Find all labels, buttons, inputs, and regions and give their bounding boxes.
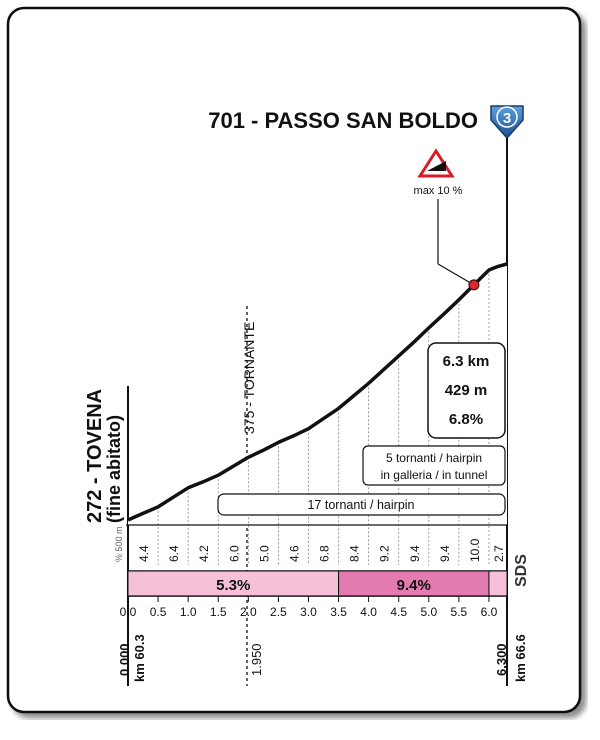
svg-text:5.0: 5.0 xyxy=(257,545,271,562)
badge-shape xyxy=(490,105,524,140)
stat-average: 6.8% xyxy=(449,411,483,428)
svg-text:9.4: 9.4 xyxy=(408,545,422,562)
tornante-km-label: 1.950 xyxy=(249,643,264,676)
svg-text:10.0: 10.0 xyxy=(468,538,482,562)
stat-gain: 429 m xyxy=(445,382,488,399)
average-band-label: 9.4% xyxy=(397,577,431,594)
start-name: 272 - TOVENA xyxy=(84,389,106,523)
average-band xyxy=(488,570,508,597)
svg-text:4.4: 4.4 xyxy=(137,545,151,562)
sds-label: SDS xyxy=(513,554,530,587)
segment-gradient-labels: 4.4 6.4 4.2 6.0 5.0 4.6 6.8 8.4 9.2 9.4 9.4 10.0 2.7 xyxy=(137,538,506,562)
x-tick-label: 4.5 xyxy=(390,605,407,619)
svg-text:9.4: 9.4 xyxy=(438,545,452,562)
average-band-label: 5.3% xyxy=(216,577,250,594)
segment-gradient-label: 9.2 xyxy=(378,545,392,562)
svg-text:2.7: 2.7 xyxy=(492,545,506,562)
x-tick-label: 5.0 xyxy=(420,605,437,619)
svg-text:6.4: 6.4 xyxy=(167,545,181,562)
start-km-label: 0.000 xyxy=(117,643,132,676)
segment-gradient-label: 4.2 xyxy=(197,545,211,562)
svg-text:9.2: 9.2 xyxy=(378,545,392,562)
x-tick-label: 5.5 xyxy=(451,605,468,619)
average-band xyxy=(338,570,490,597)
segment-gradient-label: 9.4 xyxy=(438,545,452,562)
x-tick-label: 3.5 xyxy=(330,605,347,619)
max-gradient-leader-end xyxy=(437,263,475,286)
x-tick-label: 6.0 xyxy=(481,605,498,619)
tornante-label: 375 - TORNANTE xyxy=(241,322,257,434)
segment-gradient-label: 4.4 xyxy=(137,545,151,562)
svg-text:1.950: 1.950 xyxy=(249,643,264,676)
card-frame xyxy=(6,6,582,714)
segment-gradient-label: 5.0 xyxy=(257,545,271,562)
badge-number: 3 xyxy=(503,110,511,127)
end-km-label: 6.300 xyxy=(494,643,509,676)
tunnel-note: 5 tornanti / hairpin in galleria / in tu… xyxy=(362,445,506,486)
start-km-race-label: km 60.3 xyxy=(132,634,147,682)
steep-gradient-warning-icon xyxy=(417,148,455,178)
summit-title: 701 - PASSO SAN BOLDO xyxy=(208,108,478,133)
x-tick-label: 1.0 xyxy=(180,605,197,619)
svg-text:0.000: 0.000 xyxy=(117,643,132,676)
scale-note: % 500 m xyxy=(114,526,124,562)
stage-badge: 3 xyxy=(490,105,524,140)
altimetry-chart: 701 - PASSO SAN BOLDO 3 max 10 % 272 - T… xyxy=(6,6,582,714)
svg-text:SDS: SDS xyxy=(513,554,530,587)
end-km-race-label: km 66.6 xyxy=(513,634,528,682)
svg-text:6.300: 6.300 xyxy=(494,643,509,676)
average-bands: 5.3% 9.4% xyxy=(127,570,508,597)
start-sublabel: (fine abitato) xyxy=(104,415,124,523)
stats-box: 6.3 km 429 m 6.8% xyxy=(427,342,506,439)
segment-gradient-label: 2.7 xyxy=(492,545,506,562)
svg-text:8.4: 8.4 xyxy=(348,545,362,562)
start-label: 272 - TOVENA xyxy=(84,389,106,523)
stat-distance: 6.3 km xyxy=(443,353,490,370)
max-gradient-marker xyxy=(468,279,480,291)
segment-gradient-label: 4.6 xyxy=(287,545,301,562)
x-tick-label: 3.0 xyxy=(300,605,317,619)
start-subname: (fine abitato) xyxy=(104,415,124,523)
svg-text:% 500 m: % 500 m xyxy=(114,526,124,562)
svg-text:4.6: 4.6 xyxy=(287,545,301,562)
svg-text:km 66.6: km 66.6 xyxy=(513,634,528,682)
tunnel-line2: in galleria / in tunnel xyxy=(381,468,488,482)
svg-text:km 60.3: km 60.3 xyxy=(132,634,147,682)
segment-gradient-label: 6.4 xyxy=(167,545,181,562)
tornante-text: 375 - TORNANTE xyxy=(241,322,257,434)
x-tick-label: 2.5 xyxy=(270,605,287,619)
segment-gradient-label: 9.4 xyxy=(408,545,422,562)
x-tick-label: 4.0 xyxy=(360,605,377,619)
x-tick-label: 0.5 xyxy=(150,605,167,619)
max-gradient-label: max 10 % xyxy=(414,185,463,197)
x-tick-label: 0.0 xyxy=(120,605,137,619)
hairpin-note: 17 tornanti / hairpin xyxy=(217,493,506,516)
svg-text:6.0: 6.0 xyxy=(227,545,241,562)
svg-text:4.2: 4.2 xyxy=(197,545,211,562)
hairpin-text: 17 tornanti / hairpin xyxy=(307,498,414,512)
segment-gradient-label: 6.0 xyxy=(227,545,241,562)
profile-line xyxy=(127,262,508,522)
x-axis-ticks: 0.0 0.5 1.0 1.5 2.0 2.5 3.0 3.5 4.0 4.5 5.0 5.5 6.0 xyxy=(120,595,507,619)
tunnel-line1: 5 tornanti / hairpin xyxy=(386,451,482,465)
badge-ring xyxy=(496,106,518,128)
profile-card: 701 - PASSO SAN BOLDO 3 max 10 % 272 - T… xyxy=(6,6,588,720)
average-band xyxy=(127,570,340,597)
x-tick-label: 1.5 xyxy=(210,605,227,619)
svg-text:6.8: 6.8 xyxy=(318,545,332,562)
x-tick-label: 2.0 xyxy=(240,605,257,619)
segment-gradient-label: 6.8 xyxy=(318,545,332,562)
segment-gradient-label: 10.0 xyxy=(468,538,482,562)
segment-gradient-label: 8.4 xyxy=(348,545,362,562)
